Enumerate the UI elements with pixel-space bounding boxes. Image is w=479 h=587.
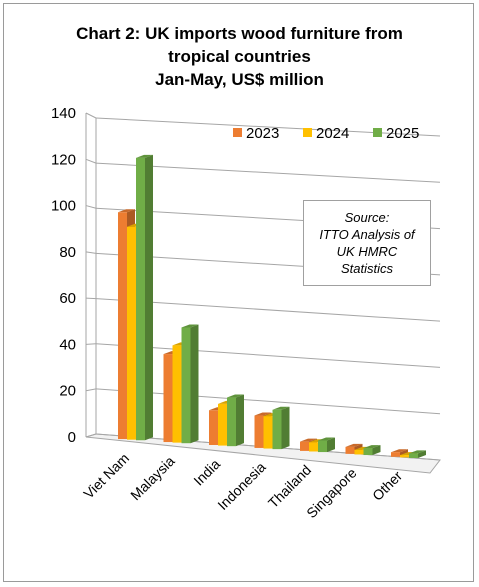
- gridline: [95, 388, 441, 415]
- bar-front: [172, 345, 182, 443]
- gridline: [95, 162, 441, 183]
- bar-top: [318, 437, 335, 441]
- bar-front: [118, 212, 127, 440]
- bar-side: [190, 324, 199, 444]
- bar-side: [418, 450, 426, 458]
- bar-front: [391, 452, 400, 457]
- legend-item-2024: 2024: [303, 125, 349, 142]
- bar-front: [400, 455, 409, 458]
- legend: 2023 2024 2025: [233, 125, 419, 142]
- legend-item-2025: 2025: [373, 125, 419, 142]
- chart-title-line-1: Chart 2: UK imports wood furniture from: [76, 24, 403, 43]
- bar-top: [181, 324, 199, 328]
- bar-2025: [363, 445, 381, 456]
- bar-side: [145, 154, 153, 441]
- gridline-side: [85, 343, 97, 345]
- bar-2025: [409, 450, 426, 458]
- chart-title: Chart 2: UK imports wood furniture from …: [0, 22, 479, 91]
- source-line-4: Statistics: [340, 261, 393, 276]
- y-tick-label: 120: [51, 151, 76, 168]
- legend-item-2023: 2023: [233, 125, 279, 142]
- y-tick-label: 100: [51, 198, 76, 215]
- bar-2025: [272, 406, 290, 450]
- bar-front: [163, 354, 173, 443]
- legend-swatch: [373, 128, 382, 137]
- bar-top: [300, 438, 317, 442]
- gridline: [95, 298, 441, 322]
- legend-label: 2025: [386, 125, 419, 142]
- bar-top: [391, 449, 408, 453]
- bar-front: [318, 440, 327, 453]
- y-tick-label: 20: [59, 383, 76, 400]
- bar-side: [372, 445, 381, 456]
- bar-front: [272, 409, 282, 450]
- bar-front: [345, 446, 355, 454]
- gridline-side: [85, 251, 97, 254]
- bar-front: [363, 448, 373, 456]
- source-line-2: ITTO Analysis of: [319, 227, 415, 242]
- bar-top: [409, 450, 426, 454]
- bar-front: [300, 441, 309, 451]
- bar-front: [354, 449, 364, 455]
- chart-title-line-2: tropical countries: [168, 47, 311, 66]
- bar-front: [309, 442, 318, 452]
- bar-front: [218, 403, 227, 446]
- source-note: Source: ITTO Analysis of UK HMRC Statist…: [303, 200, 431, 286]
- legend-swatch: [233, 128, 242, 137]
- bar-side: [281, 406, 290, 450]
- bar-front: [181, 327, 191, 444]
- bar-front: [227, 397, 236, 447]
- category-label: Viet Nam: [80, 450, 132, 502]
- legend-label: 2024: [316, 125, 349, 142]
- gridline: [95, 343, 441, 368]
- bar-top: [272, 406, 290, 410]
- legend-swatch: [303, 128, 312, 137]
- bar-top: [118, 209, 135, 213]
- bar-front: [254, 415, 264, 448]
- bar-top: [227, 394, 244, 398]
- category-label: Thailand: [265, 462, 314, 511]
- bar-side: [236, 394, 244, 447]
- bar-front: [127, 226, 136, 440]
- chart-title-line-3: Jan-May, US$ million: [155, 70, 324, 89]
- bar-top: [345, 443, 363, 447]
- gridline-side: [85, 205, 97, 209]
- bar-front: [263, 416, 273, 449]
- y-tick-label: 40: [59, 336, 76, 353]
- y-tick-label: 60: [59, 290, 76, 307]
- source-line-3: UK HMRC: [336, 244, 398, 259]
- gridline-side: [85, 433, 97, 438]
- category-label: Other: [369, 467, 405, 503]
- bar-front: [409, 453, 418, 458]
- gridline-side: [85, 112, 97, 119]
- gridline: [95, 117, 441, 137]
- category-label: India: [190, 456, 223, 489]
- bar-2025: [181, 324, 199, 444]
- bar-top: [254, 412, 272, 416]
- bar-2025: [227, 394, 244, 447]
- y-tick-label: 0: [68, 429, 76, 446]
- legend-label: 2023: [246, 125, 279, 142]
- y-axis-ticks: 0 20 40 60 80 100 120 140: [51, 105, 76, 446]
- category-label: Malaysia: [127, 453, 178, 504]
- bar-front: [209, 410, 218, 445]
- bar-top: [363, 445, 381, 449]
- bar-2025: [318, 437, 335, 453]
- gridline-side: [85, 388, 97, 392]
- y-tick-label: 140: [51, 105, 76, 122]
- bar-top: [136, 154, 153, 158]
- chart-frame: [3, 3, 474, 582]
- bar-front: [136, 157, 145, 441]
- bar-side: [327, 437, 335, 453]
- y-tick-label: 80: [59, 244, 76, 261]
- bars: [118, 154, 426, 458]
- gridline-side: [85, 158, 97, 164]
- source-line-1: Source:: [344, 210, 390, 225]
- bar-2025: [136, 154, 153, 441]
